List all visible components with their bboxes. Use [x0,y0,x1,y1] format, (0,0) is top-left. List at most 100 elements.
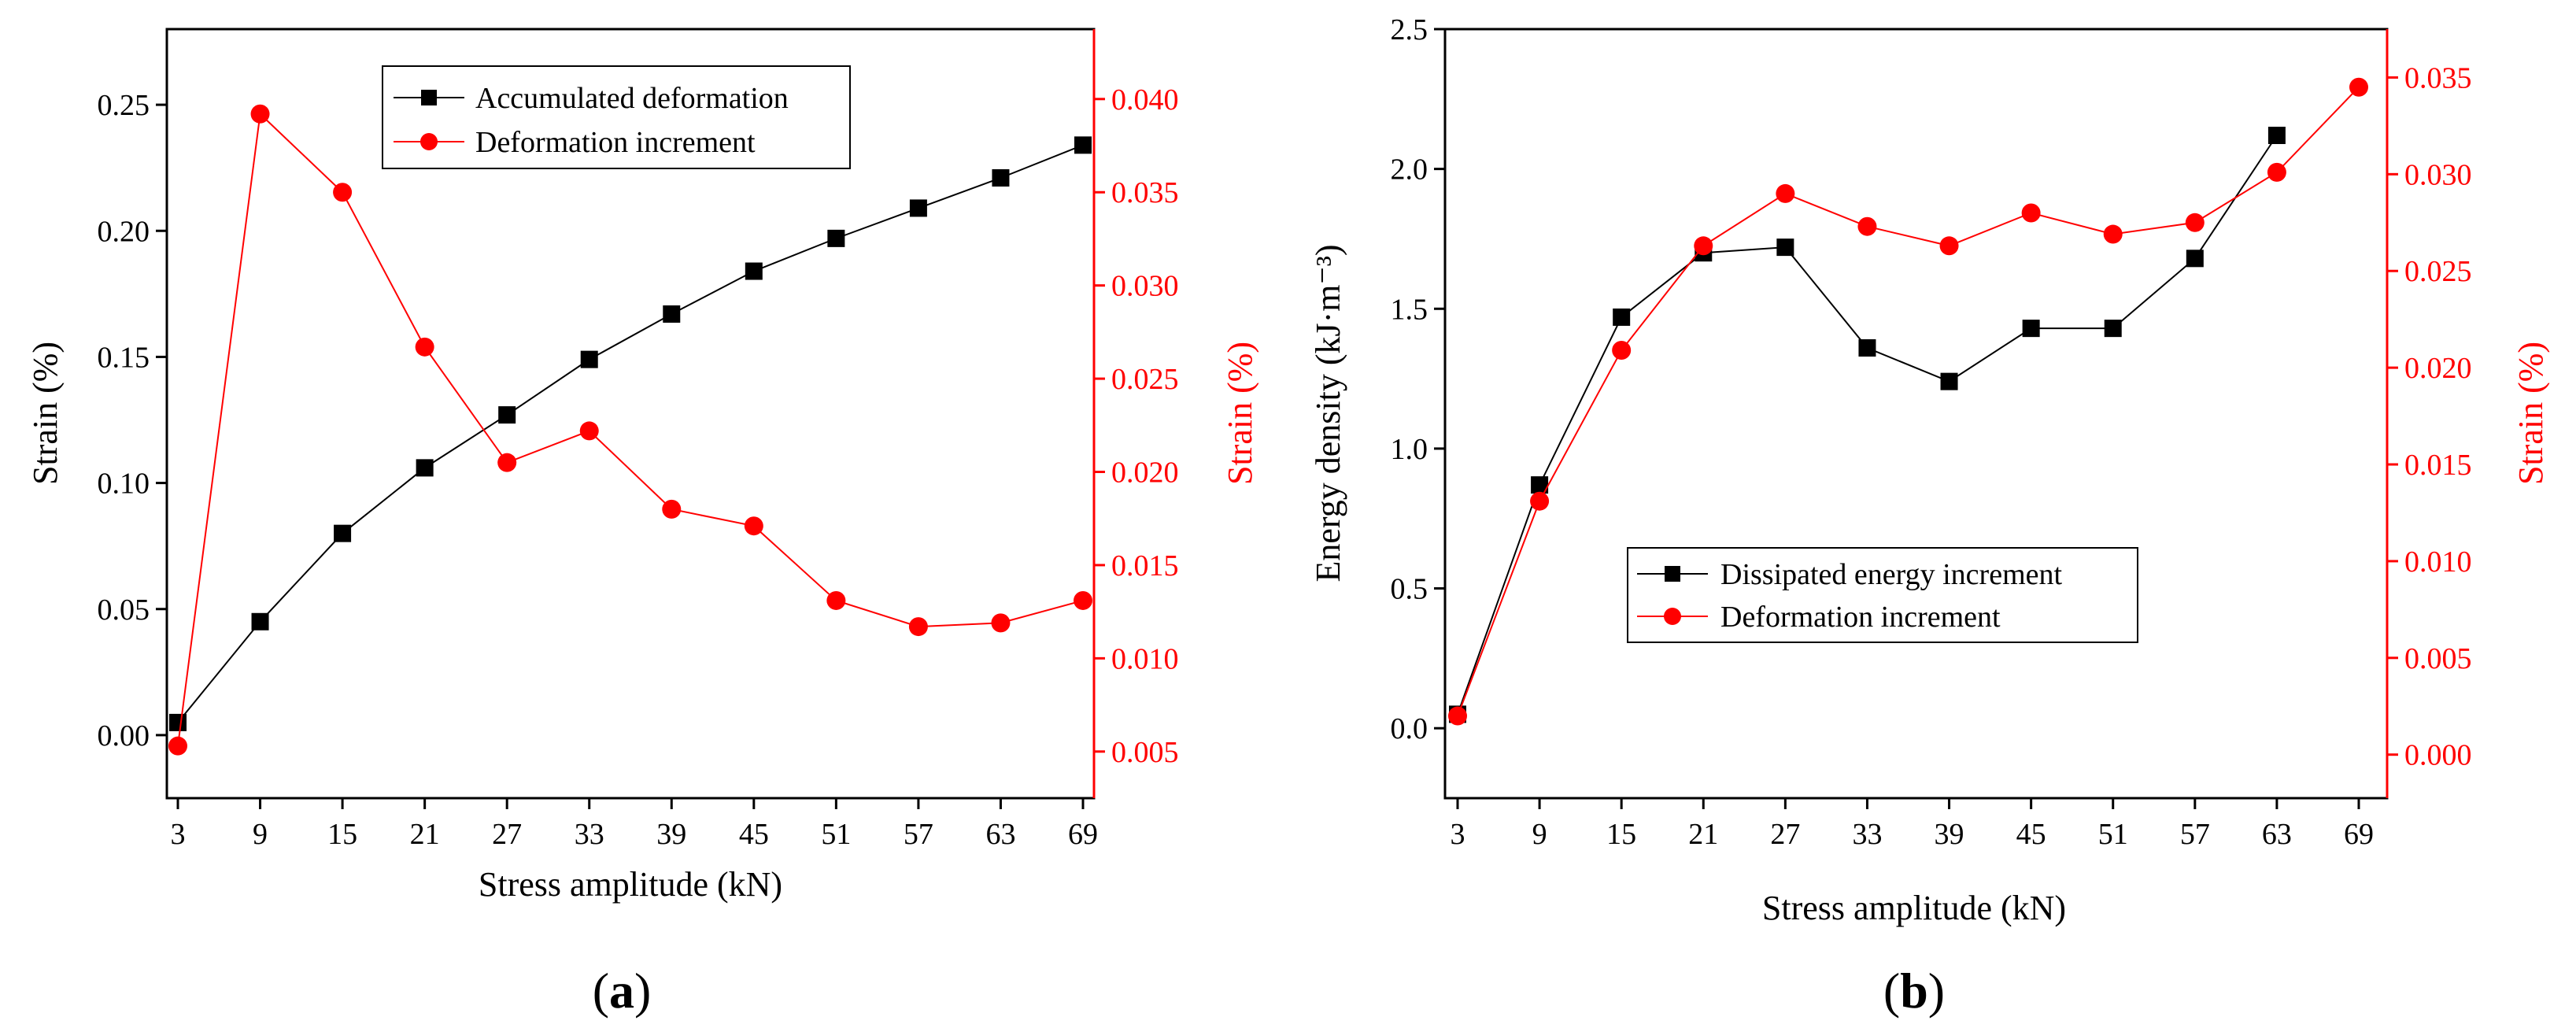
chart-b-legend-marker-dissipated [1665,566,1680,582]
chart-b-series-red-point [1612,341,1632,361]
chart-b-series-black-point [1613,308,1631,326]
chart-a-series-black-point [498,406,516,424]
chart-a-x-tick-label: 27 [492,818,522,851]
chart-a-y-right-tick-label: 0.030 [1111,270,1179,303]
chart-b-x-tick-label: 9 [1532,818,1547,851]
chart-a-y-right-tick-label: 0.035 [1111,176,1179,209]
chart-a-y-right-tick-label: 0.025 [1111,363,1179,396]
chart-a-y-left-tick-label: 0.05 [98,594,150,627]
chart-a-series-red-point [1074,590,1092,610]
chart-a-legend-marker-accumulated [421,90,437,105]
chart-b-series-black-point [1858,339,1876,357]
chart-a-y-left-tick-label: 0.15 [98,341,150,374]
chart-b-x-tick-label: 39 [1935,818,1964,851]
chart-a-series-black-point [663,305,681,323]
chart-a-series-red-point [415,337,434,357]
chart-b-plot-area: 3 9 15 21 27 33 39 45 51 57 63 690.00.51.01.52.02.5… [1391,13,2472,851]
chart-b-x-tick-label: 51 [2098,818,2128,851]
chart-a-plot-area: 3 9 15 21 27 33 39 45 51 57 63 690.000.050.100.150.… [98,83,1179,851]
chart-b-y-right-tick-label: 0.020 [2404,352,2472,385]
chart-b-series-black-point [1531,476,1549,494]
chart-b-x-tick-label: 27 [1770,818,1800,851]
chart-a-series-black-point [416,459,434,477]
chart-b-series-red-point [2267,162,2286,182]
chart-a-series-red-point [333,183,353,202]
chart-b-x-tick-label: 33 [1852,818,1882,851]
chart-a-y-right-tick-label: 0.015 [1111,549,1179,582]
chart-b-y-left-tick-label: 1.0 [1391,433,1428,466]
chart-a-y-right-tick-label: 0.005 [1111,736,1179,769]
chart-b-y-right-tick-label: 0.005 [2404,642,2472,675]
chart-a-series-red-point [662,499,682,519]
chart-a-series-black-point [992,168,1010,187]
chart-b-panel-label: (b) [1883,963,1945,1019]
chart-b-series-red-point [1448,706,1467,726]
chart-b-y-right-tick-label: 0.035 [2404,61,2472,94]
chart-b-x-tick-label: 69 [2344,818,2374,851]
chart-a-series-red-point [250,104,270,124]
chart-b-series-red-point [1776,183,1795,203]
chart-a-series-black-point [580,350,598,368]
chart-a-x-tick-label: 63 [985,818,1015,851]
chart-b: 3 9 15 21 27 33 39 45 51 57 63 690.00.51.01.52.02.5… [1309,13,2550,1019]
chart-a-series-red-point [579,421,599,441]
chart-b-y-left-tick-label: 1.5 [1391,293,1428,326]
chart-b-y-right-tick-label: 0.000 [2404,739,2472,772]
chart-a-y-right-tick-label: 0.020 [1111,457,1179,490]
chart-b-series-red-point [2185,213,2205,232]
chart-b-y-left-tick-label: 2.5 [1391,13,1428,46]
chart-b-x-tick-label: 3 [1451,818,1465,851]
chart-b-y-right-tick-label: 0.010 [2404,545,2472,579]
chart-a-series-black-point [251,612,269,630]
chart-a-legend: Accumulated deformation Deformation incr… [382,65,851,169]
chart-a-ylabel-left: Strain (%) [26,342,65,485]
chart-a: 3 9 15 21 27 33 39 45 51 57 63 690.000.050.100.150.… [26,28,1259,1019]
chart-b-x-tick-label: 15 [1606,818,1636,851]
chart-a-x-tick-label: 21 [410,818,440,851]
chart-a-series-red-point [744,516,763,536]
chart-b-series-black-point [2022,320,2040,338]
chart-a-x-tick-label: 3 [171,818,186,851]
chart-b-y-right-tick-label: 0.015 [2404,449,2472,482]
chart-b-series-red-point [1694,236,1713,256]
chart-a-series-black-point [827,229,845,247]
chart-b-y-left-tick-label: 2.0 [1391,153,1428,187]
chart-a-series-red-point [826,590,846,610]
chart-b-y-right-tick-label: 0.025 [2404,255,2472,288]
chart-a-y-right-tick-label: 0.010 [1111,642,1179,675]
chart-b-x-tick-label: 57 [2180,818,2210,851]
chart-b-series-red-point [1857,216,1877,236]
chart-b-legend-box [1627,547,2138,643]
chart-a-legend-box [382,65,851,169]
chart-a-x-tick-label: 9 [253,818,268,851]
chart-a-series-black-point [745,262,763,280]
chart-a-x-tick-label: 69 [1068,818,1098,851]
chart-b-series-black-point [1776,239,1794,257]
chart-a-series-black-point [169,713,187,731]
chart-b-ylabel-left: Energy density (kJ·m⁻³) [1309,244,1347,582]
chart-a-y-left-tick-label: 0.10 [98,468,150,501]
chart-a-series-red-point [908,617,928,637]
chart-b-series-red-point [2349,77,2368,97]
chart-b-series-red-point [1530,491,1550,511]
chart-a-legend-marker-increment [420,133,438,150]
chart-b-y-left-tick-label: 0.5 [1391,573,1428,606]
chart-b-ylabel-right: Strain (%) [2511,342,2550,485]
chart-a-x-tick-label: 39 [656,818,686,851]
chart-a-series-black-point [909,199,927,217]
chart-a-y-left-tick-label: 0.20 [98,215,150,248]
chart-b-legend-marker-increment [1664,608,1681,625]
chart-a-series-black-line [177,144,1084,723]
chart-a-legend-label-increment: Deformation increment [475,126,756,159]
chart-a-ylabel-right: Strain (%) [1221,342,1259,485]
chart-b-x-tick-label: 45 [2016,818,2046,851]
chart-a-y-left-tick-label: 0.25 [98,89,150,122]
chart-a-series-black-point [1074,136,1092,154]
chart-a-series-red-line [177,112,1084,746]
chart-b-series-red-point [2021,203,2041,223]
chart-a-panel-label: (a) [593,963,652,1019]
chart-a-x-tick-label: 57 [904,818,933,851]
chart-b-series-black-point [2104,320,2122,338]
chart-b-series-black-point [2267,127,2286,145]
